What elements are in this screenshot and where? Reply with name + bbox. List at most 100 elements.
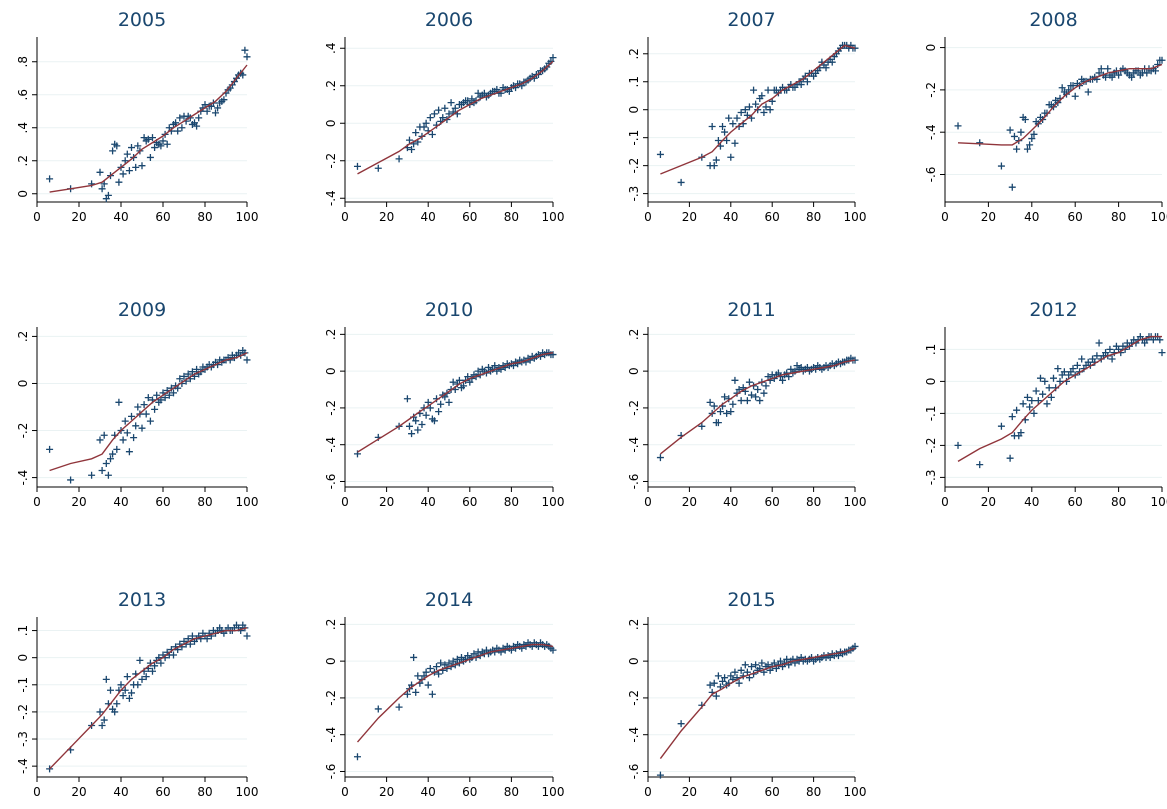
panel-title: 2011 <box>727 299 775 321</box>
x-tick-label: 20 <box>682 785 697 799</box>
data-point <box>1021 116 1029 123</box>
data-point <box>128 144 135 152</box>
x-tick-label: 80 <box>504 785 519 799</box>
data-point <box>455 376 463 384</box>
y-tick-label: -.2 <box>924 438 938 454</box>
x-tick-label: 20 <box>682 210 697 224</box>
data-point <box>1095 339 1103 347</box>
data-point <box>1060 368 1068 376</box>
data-point <box>1056 377 1064 385</box>
x-tick-label: 20 <box>981 210 996 224</box>
data-point <box>480 89 488 97</box>
data-point <box>123 429 131 437</box>
data-point <box>721 393 729 401</box>
data-point <box>132 163 140 171</box>
data-point <box>1047 393 1055 401</box>
fit-line <box>49 64 248 193</box>
data-point <box>714 672 722 680</box>
data-point <box>136 656 144 664</box>
panel-title: 2005 <box>118 9 166 31</box>
x-tick-label: 60 <box>462 210 477 224</box>
data-point <box>1008 413 1016 421</box>
x-tick-label: 80 <box>806 495 821 509</box>
data-point <box>1026 403 1034 411</box>
data-point <box>750 86 758 94</box>
data-point <box>138 675 146 683</box>
data-point <box>797 81 805 89</box>
y-tick-label: -.4 <box>627 727 641 743</box>
data-point <box>374 705 382 713</box>
data-point <box>656 771 664 779</box>
data-point <box>102 459 110 467</box>
data-point <box>146 153 154 161</box>
data-point <box>153 391 161 399</box>
y-tick-label: -.6 <box>324 474 338 490</box>
data-point <box>716 408 724 416</box>
y-tick-label: -.4 <box>324 190 338 206</box>
data-point <box>706 398 714 406</box>
y-tick-label: -.4 <box>924 124 938 140</box>
data-point <box>46 445 54 453</box>
data-point <box>98 721 106 729</box>
x-tick-label: 0 <box>644 495 652 509</box>
data-point <box>184 370 192 378</box>
data-point <box>128 689 135 697</box>
panel-2013: 2013 0 20 40 60 80 100 -.4 -.3 -.2 -.1 0 .1 <box>16 589 258 799</box>
y-tick-label: .4 <box>16 122 30 133</box>
y-tick-label: .2 <box>324 80 338 91</box>
data-point <box>433 663 441 671</box>
x-tick-label: 80 <box>504 495 519 509</box>
x-tick-label: 80 <box>197 210 212 224</box>
data-point <box>656 454 664 462</box>
data-point <box>727 408 735 416</box>
data-point <box>445 398 453 406</box>
panel-title: 2012 <box>1029 299 1077 321</box>
data-point <box>195 114 203 122</box>
x-tick-label: 20 <box>379 785 394 799</box>
data-point <box>96 168 104 176</box>
x-tick-label: 40 <box>113 210 128 224</box>
x-tick-label: 20 <box>71 210 86 224</box>
data-point <box>151 144 159 152</box>
x-tick-label: 80 <box>504 210 519 224</box>
y-tick-label: -.2 <box>324 153 338 169</box>
data-point <box>1073 361 1081 369</box>
x-tick-label: 20 <box>682 495 697 509</box>
data-point <box>439 114 447 122</box>
x-tick-label: 0 <box>644 785 652 799</box>
data-point <box>493 86 501 93</box>
data-point <box>186 640 194 648</box>
data-point <box>113 700 121 708</box>
data-point <box>729 120 737 128</box>
y-tick-label: -.6 <box>924 167 938 183</box>
x-tick-label: 0 <box>33 495 41 509</box>
x-tick-label: 60 <box>462 785 477 799</box>
data-point <box>426 404 434 412</box>
x-tick-label: 40 <box>723 495 738 509</box>
data-point <box>731 139 739 147</box>
data-point <box>1032 387 1040 395</box>
data-point <box>46 175 54 183</box>
panel-title: 2007 <box>727 9 775 31</box>
data-point <box>745 103 753 111</box>
data-point <box>121 157 129 165</box>
x-tick-label: 0 <box>341 785 349 799</box>
data-point <box>107 455 114 463</box>
data-point <box>698 422 706 430</box>
data-point <box>125 167 133 175</box>
data-point <box>1069 82 1077 90</box>
fit-line <box>659 359 856 455</box>
y-tick-label: 0 <box>324 657 338 665</box>
panel-title: 2009 <box>118 299 166 321</box>
data-point <box>748 663 755 671</box>
data-point <box>212 109 219 117</box>
data-point <box>123 673 131 681</box>
data-point <box>243 356 251 364</box>
data-point <box>764 661 772 669</box>
panel-2015: 2015 0 20 40 60 80 100 -.6 -.4 -.2 0 .2 <box>627 589 866 799</box>
data-point <box>408 146 416 153</box>
y-tick-label: -.6 <box>627 474 641 490</box>
data-point <box>121 686 129 694</box>
data-point <box>188 632 196 640</box>
data-point <box>748 391 755 399</box>
